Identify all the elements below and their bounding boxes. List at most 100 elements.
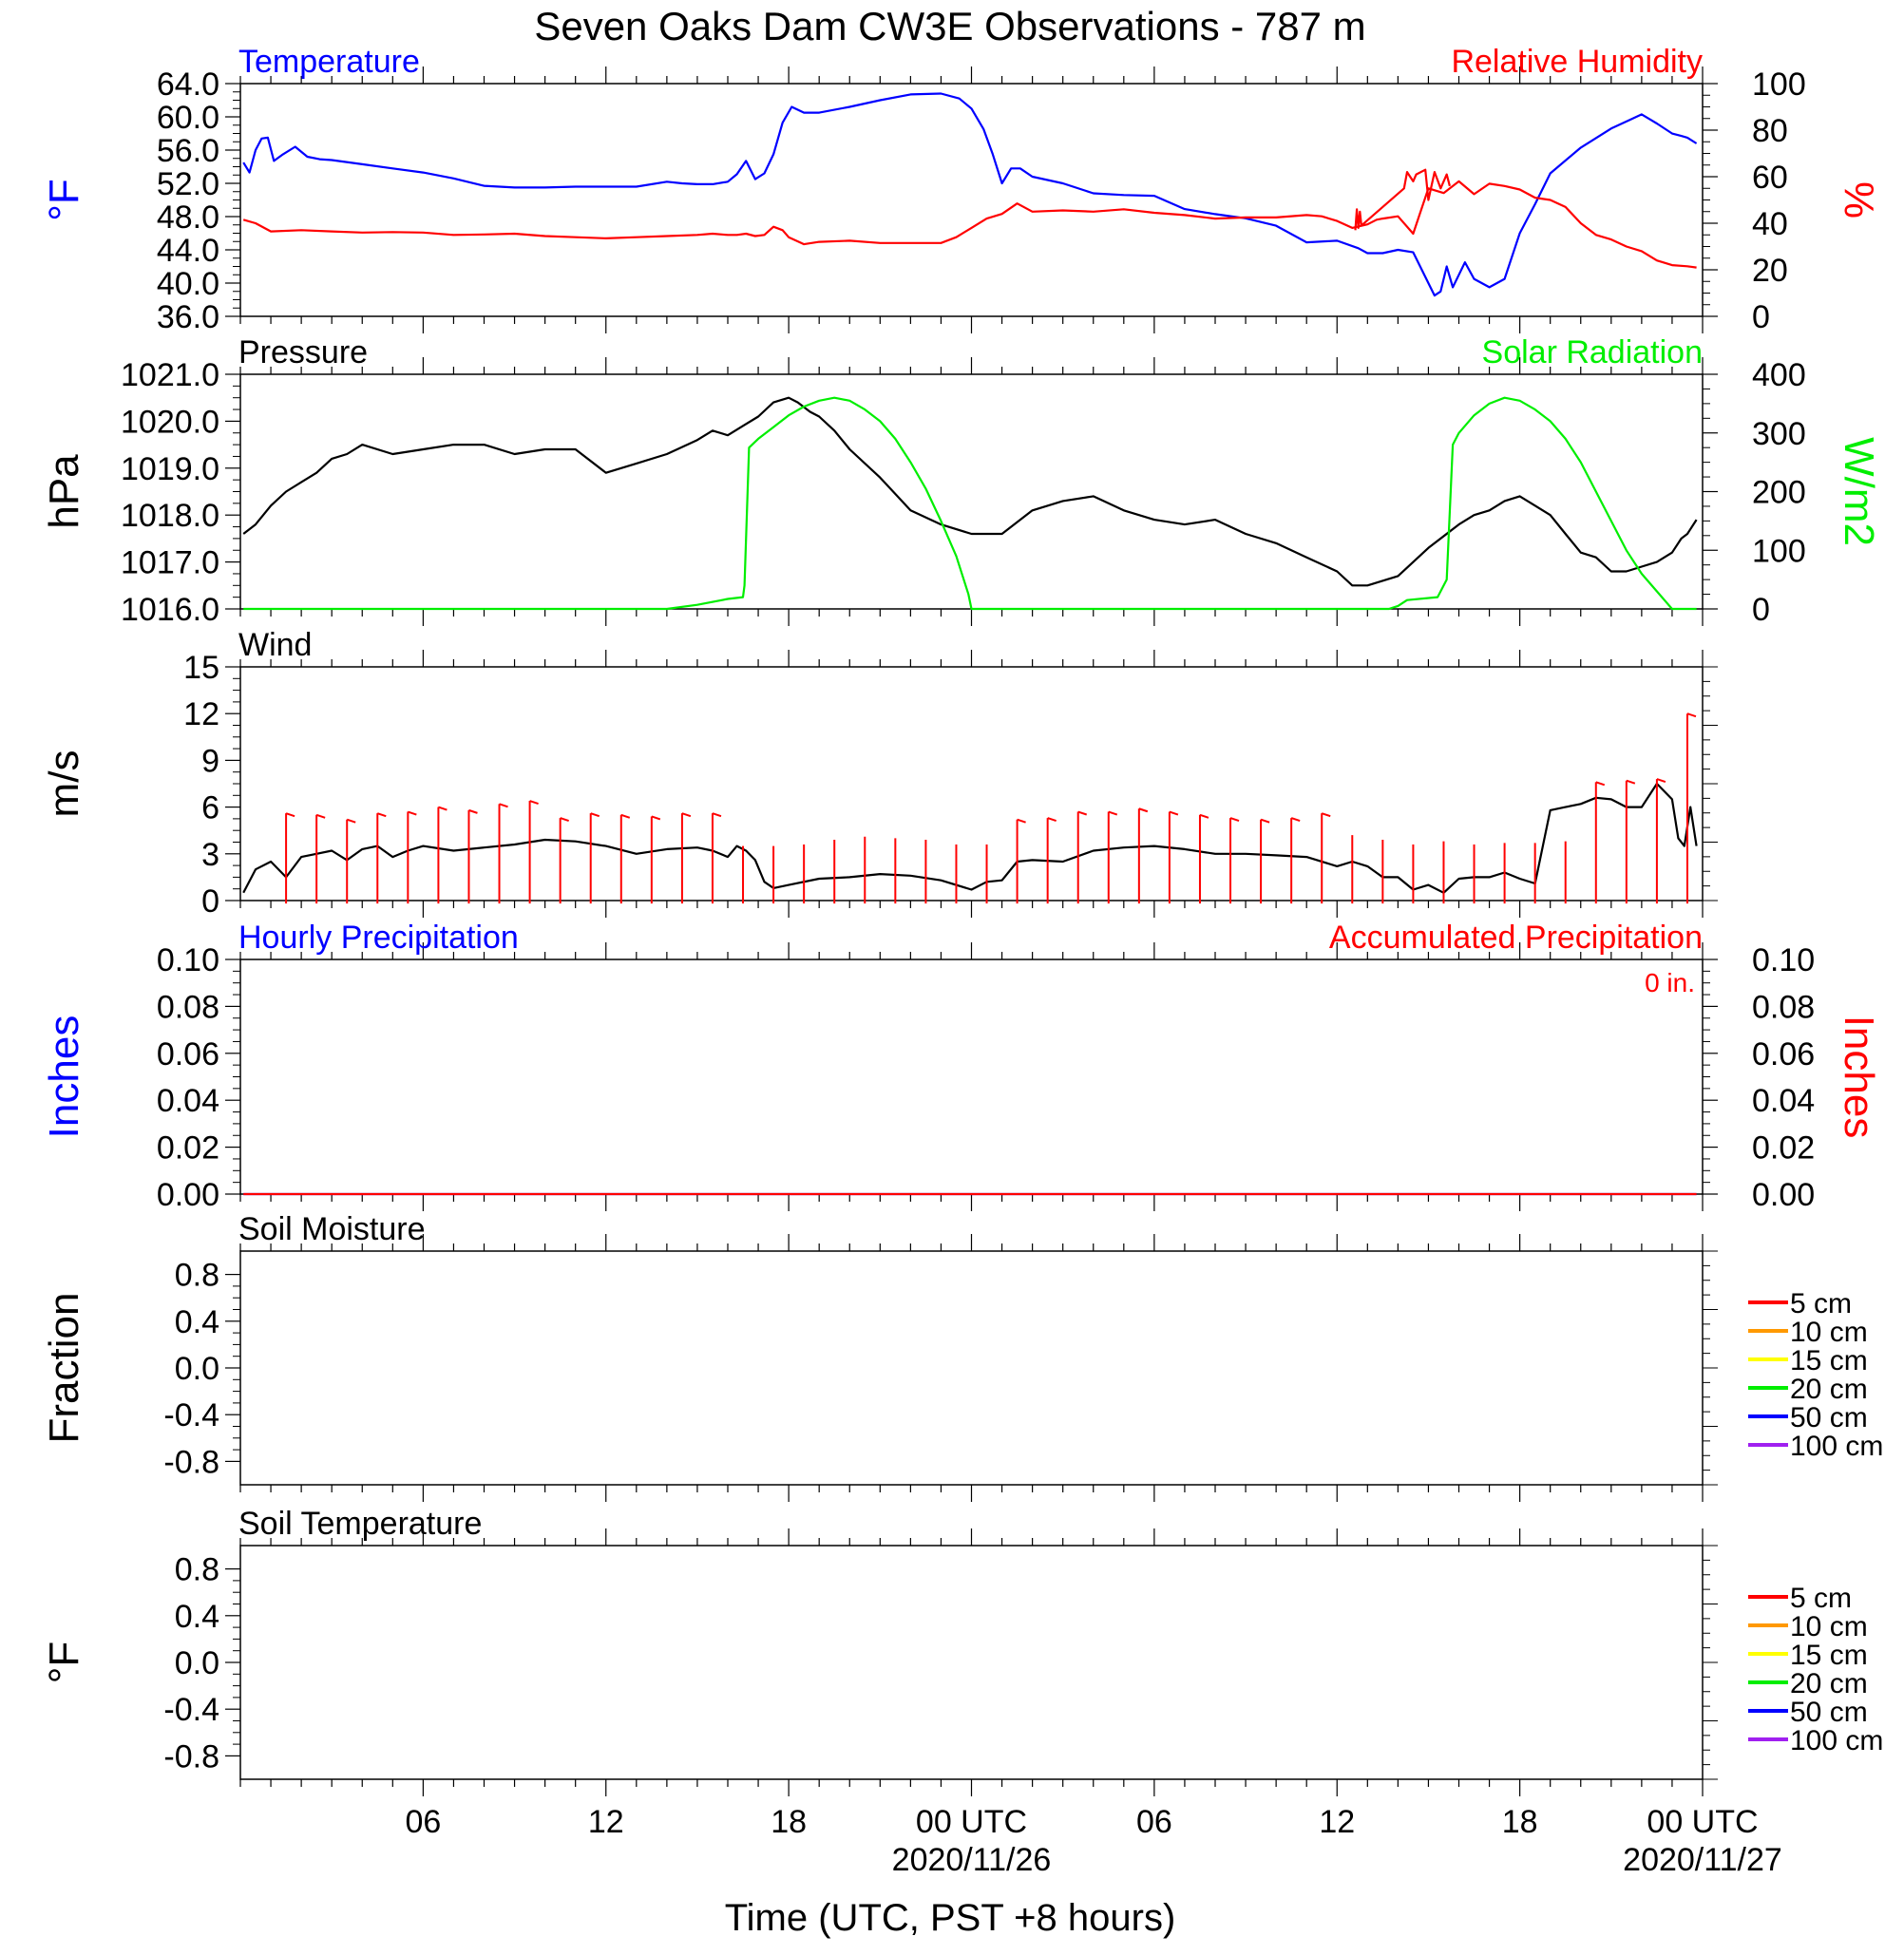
panel-title-left: Soil Moisture: [238, 1211, 426, 1247]
wind-barb-flag: [620, 813, 631, 819]
wind-barb-flag: [1686, 712, 1697, 718]
x-tick-label: 12: [1319, 1804, 1355, 1840]
wind-barb-flag: [468, 808, 478, 814]
y-tick-label-left: 1016.0: [121, 592, 219, 628]
y-tick-label-left: 64.0: [157, 66, 219, 103]
y-tick-label-left: 12: [183, 696, 219, 732]
panels: 64.060.056.052.048.044.040.036.010080604…: [41, 44, 1883, 1878]
y-tick-label-right: 300: [1752, 416, 1806, 452]
x-tick-label: 00 UTC: [1647, 1804, 1758, 1840]
y-tick-label-left: 0: [201, 883, 219, 920]
y-tick-label-left: 0.10: [157, 942, 219, 978]
legend-label: 5 cm: [1790, 1288, 1852, 1319]
panel-title-right: Relative Humidity: [1451, 44, 1703, 80]
y-tick-label-right: 0.00: [1752, 1177, 1815, 1213]
panel-2: 1021.0 1020.0 1019.0 1018.0 1017.0 1016.0 400 3…: [41, 334, 1882, 628]
y-tick-label-right: 0.06: [1752, 1036, 1815, 1072]
panel-5: 0.8 0.4 0.0 -0.4 -0.8 Soil Moisture Fraction 5 …: [41, 1211, 1883, 1502]
panel-title-right: Solar Radiation: [1482, 334, 1703, 370]
y-axis-label-left: m/s: [41, 750, 87, 818]
wind-barb-flag: [376, 812, 387, 818]
y-tick-label-left: 0.8: [175, 1258, 219, 1294]
y-tick-label-right: 0.10: [1752, 942, 1815, 978]
wind-barb-flag: [1656, 778, 1666, 784]
x-tick-label: 06: [1136, 1804, 1172, 1840]
series-line-2: [242, 180, 1697, 269]
y-axis-label-left: °F: [41, 179, 87, 220]
y-tick-label-right: 200: [1752, 475, 1806, 511]
panel-title-left: Soil Temperature: [238, 1506, 482, 1542]
wind-barb-flag: [499, 803, 508, 808]
y-tick-label-left: 9: [201, 743, 219, 779]
wind-barb-flag: [1047, 817, 1057, 823]
y-axis-label-left: Inches: [41, 1015, 87, 1139]
wind-barb-flag: [1321, 812, 1331, 818]
x-axis-label: Time (UTC, PST +8 hours): [725, 1897, 1176, 1939]
y-tick-label-left: 0.4: [175, 1599, 219, 1635]
legend-label: 10 cm: [1790, 1611, 1868, 1642]
y-tick-label-left: 40.0: [157, 266, 219, 302]
wind-barb-flag: [529, 800, 539, 805]
y-axis-label-right: %: [1836, 181, 1882, 218]
y-tick-label-right: 400: [1752, 357, 1806, 393]
y-tick-label-left: 0.06: [157, 1036, 219, 1072]
panel-title-left: Pressure: [238, 334, 368, 370]
y-tick-label-left: 1019.0: [121, 451, 219, 487]
series-line-3: [1354, 168, 1451, 231]
series-line-2: [243, 396, 1697, 611]
y-tick-label-left: 3: [201, 837, 219, 873]
panel-title-right: Accumulated Precipitation: [1329, 920, 1703, 956]
y-tick-label-right: 0.04: [1752, 1083, 1815, 1119]
y-axis-label-right: W/m2: [1836, 437, 1882, 546]
legend-label: 20 cm: [1790, 1668, 1868, 1699]
legend-label: 100 cm: [1790, 1431, 1883, 1462]
legend-label: 20 cm: [1790, 1374, 1868, 1405]
wind-barb-flag: [346, 818, 356, 824]
wind-barb-flag: [285, 812, 295, 818]
y-tick-label-left: -0.4: [163, 1397, 219, 1433]
legend-label: 15 cm: [1790, 1345, 1868, 1376]
y-tick-label-left: 36.0: [157, 299, 219, 335]
y-tick-label-right: 80: [1752, 113, 1788, 149]
wind-barb-flag: [408, 810, 417, 816]
panel-4: 0.10 0.08 0.06 0.04 0.02 0.00 0.10 0.08 0.06 0.04…: [41, 920, 1882, 1213]
panel-title-left: Temperature: [238, 44, 420, 80]
y-tick-label-right: 0: [1752, 299, 1770, 335]
y-tick-label-left: 1021.0: [121, 357, 219, 393]
panel-1: 64.060.056.052.048.044.040.036.0 100 80 60 4…: [41, 44, 1882, 335]
panel-3: 15 12 9 6 3 0 Wind m/s: [41, 627, 1718, 920]
y-tick-label-left: 0.4: [175, 1304, 219, 1340]
y-tick-label-right: 40: [1752, 206, 1788, 242]
panel-annotation: 0 in.: [1645, 968, 1695, 997]
wind-barb-flag: [1108, 810, 1118, 816]
y-tick-label-right: 20: [1752, 253, 1788, 289]
wind-barb-flag: [1595, 781, 1606, 787]
y-tick-label-left: 48.0: [157, 199, 219, 236]
wind-barb-flag: [315, 813, 326, 819]
legend-label: 15 cm: [1790, 1640, 1868, 1671]
y-tick-label-left: 0.00: [157, 1177, 219, 1213]
wind-barb-flag: [1260, 818, 1270, 824]
y-tick-label-left: -0.8: [163, 1738, 219, 1775]
x-tick-label: 18: [1502, 1804, 1538, 1840]
y-tick-label-left: 1017.0: [121, 545, 219, 581]
y-tick-label-left: 56.0: [157, 133, 219, 169]
wind-barb-flag: [1169, 810, 1179, 816]
y-tick-label-right: 0: [1752, 592, 1770, 628]
y-axis-label-left: hPa: [41, 454, 87, 529]
y-tick-label-left: 0.04: [157, 1083, 219, 1119]
legend-label: 100 cm: [1790, 1725, 1883, 1756]
y-tick-label-left: 15: [183, 650, 219, 686]
y-tick-label-left: 1018.0: [121, 498, 219, 534]
y-tick-label-left: 60.0: [157, 100, 219, 136]
wind-barb-flag: [1017, 818, 1026, 824]
wind-barb-flag: [712, 812, 722, 818]
y-tick-label-right: 100: [1752, 66, 1806, 103]
